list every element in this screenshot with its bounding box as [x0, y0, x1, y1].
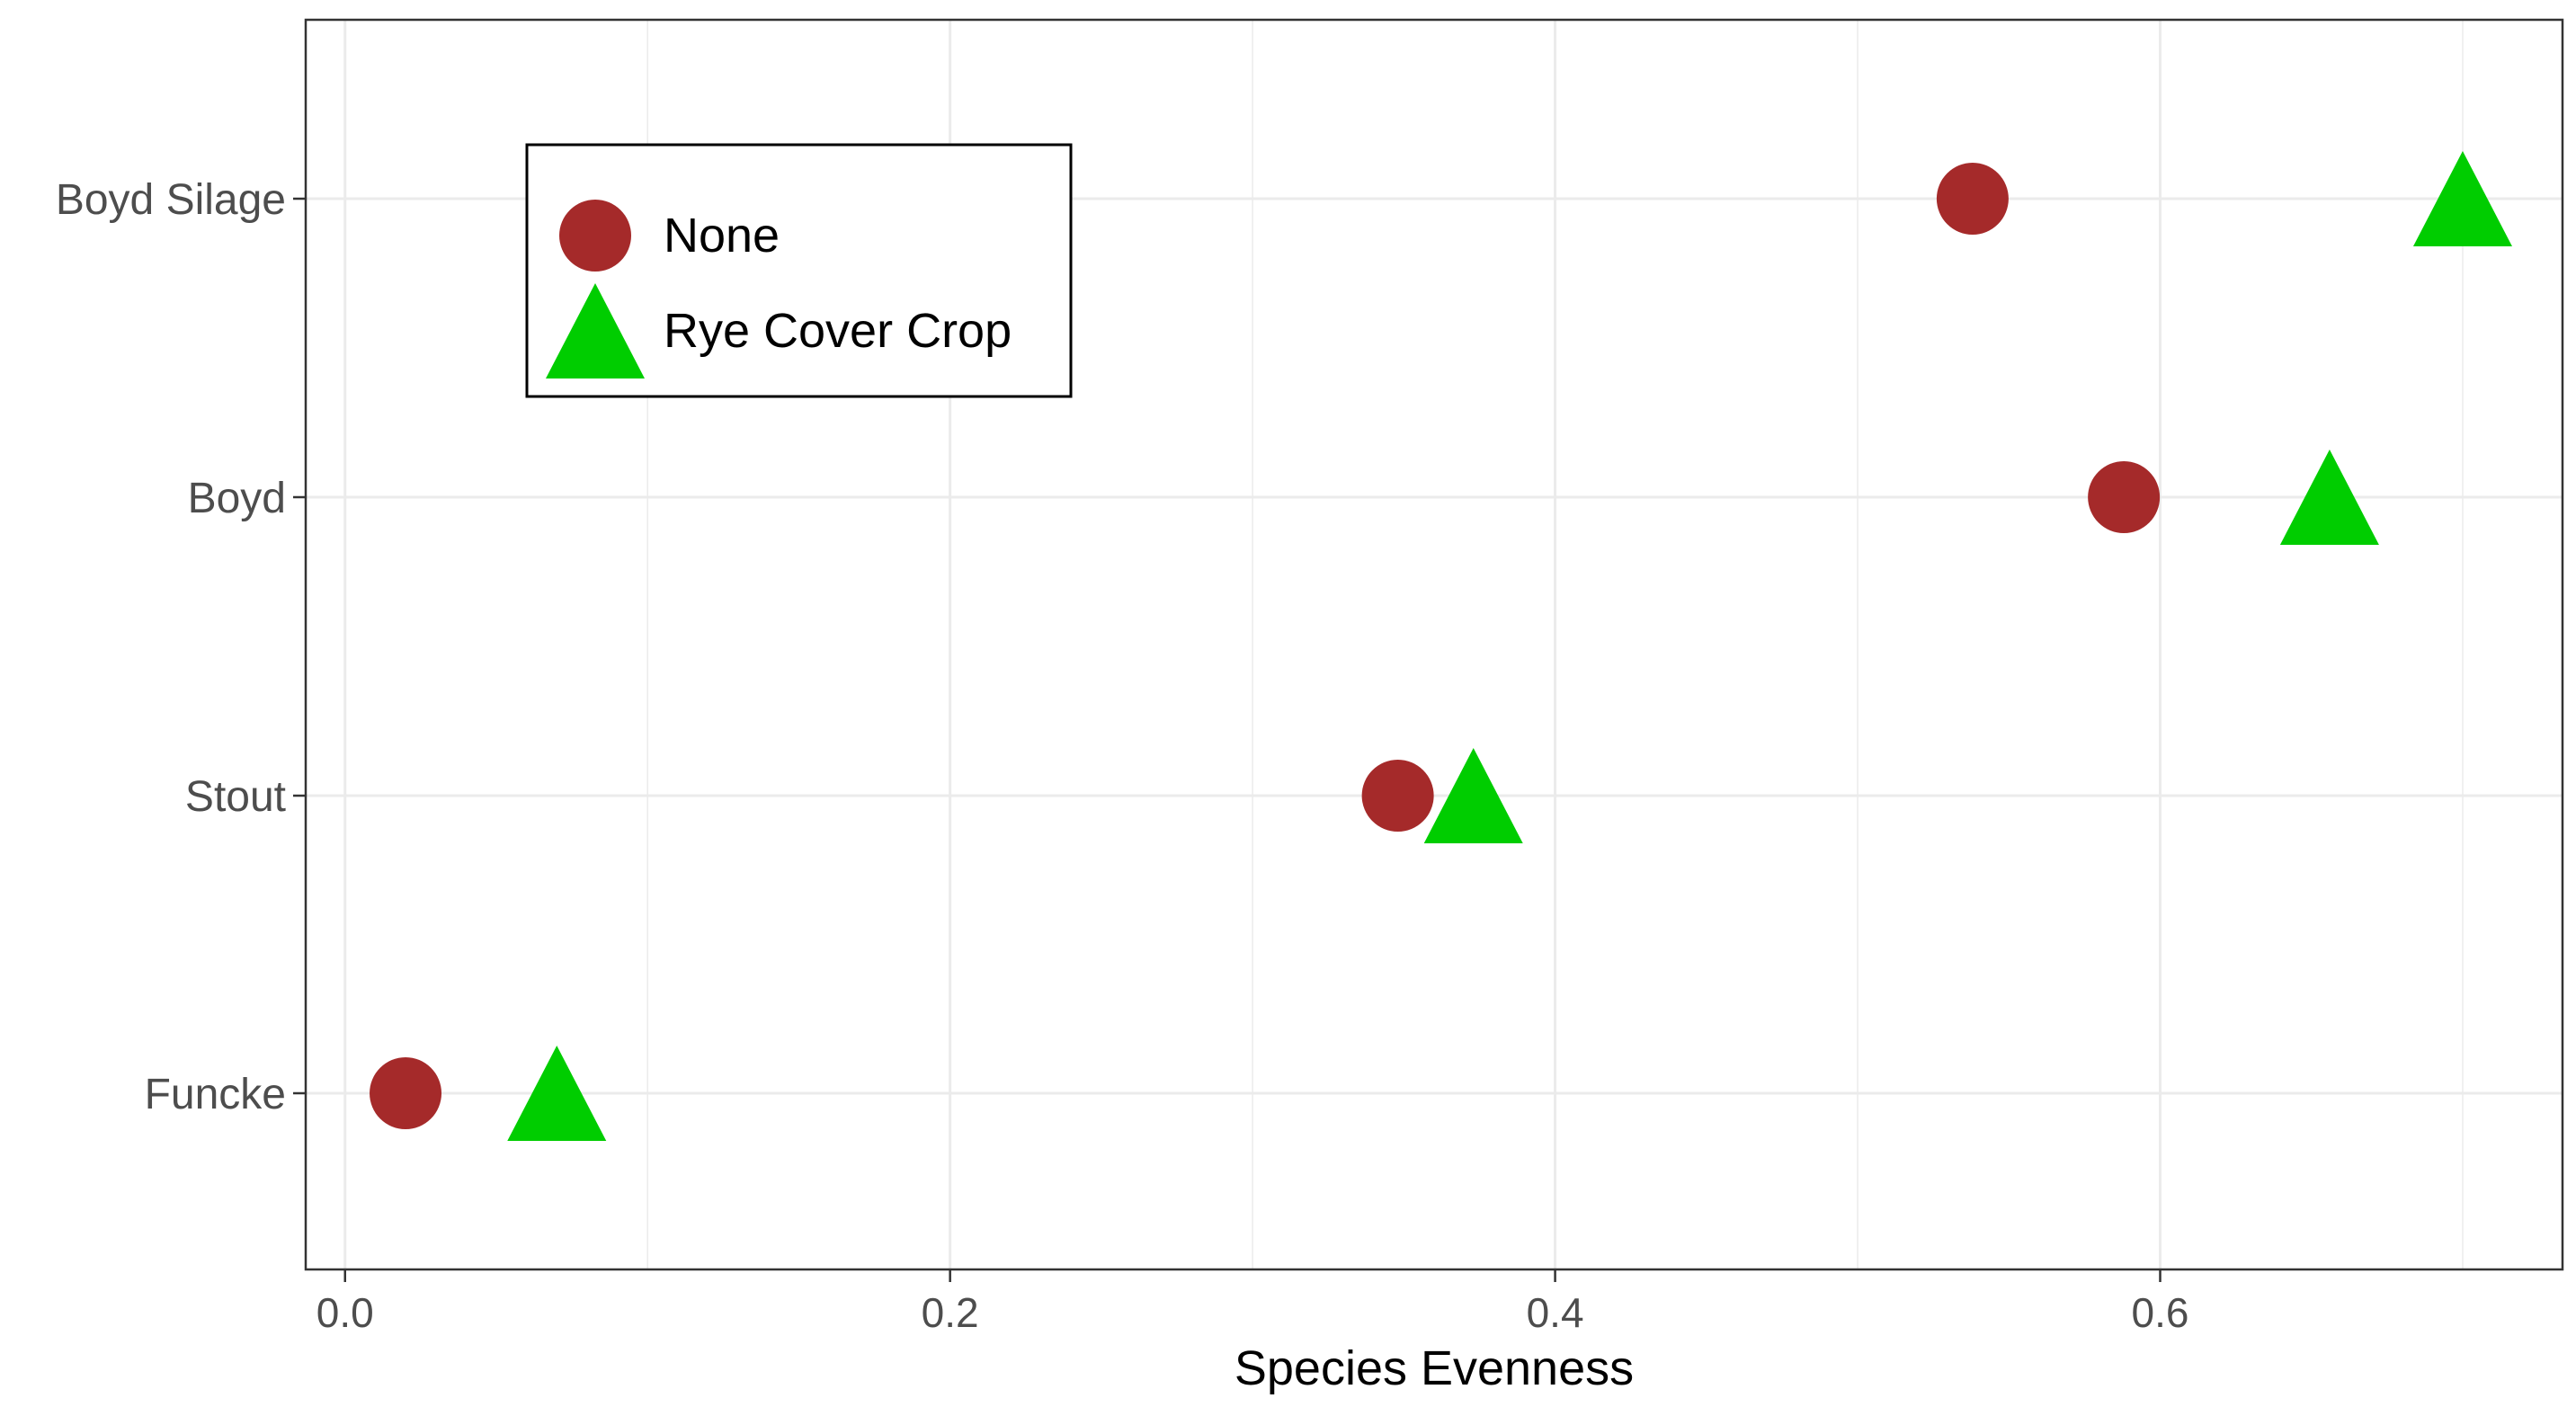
- legend-key-triangle: [546, 283, 645, 378]
- point-triangle: [2412, 151, 2512, 246]
- point-triangle: [507, 1046, 607, 1141]
- y-tick-label: Stout: [185, 773, 286, 821]
- legend-label: Rye Cover Crop: [664, 304, 1012, 358]
- data-points: [370, 151, 2512, 1141]
- x-tick-label: 0.6: [2132, 1289, 2189, 1336]
- point-circle: [1361, 760, 1434, 832]
- x-axis-title: Species Evenness: [1235, 1341, 1634, 1395]
- point-triangle: [1423, 748, 1523, 843]
- point-triangle: [2279, 450, 2379, 545]
- x-tick-label: 0.0: [316, 1289, 374, 1336]
- legend-key-circle: [559, 200, 631, 272]
- y-tick-label: Boyd Silage: [56, 176, 286, 224]
- legend: None Rye Cover Crop: [525, 143, 1073, 398]
- point-circle: [370, 1057, 442, 1129]
- plot-panel: [304, 18, 2564, 1271]
- x-tick-label: 0.2: [922, 1289, 979, 1336]
- axes: 0.0 0.2 0.4 0.6 Funcke Stout Boyd Boyd Silage: [56, 176, 2189, 1336]
- point-circle: [2088, 461, 2161, 533]
- point-circle: [1936, 163, 2009, 235]
- legend-items: None Rye Cover Crop: [546, 200, 1012, 378]
- legend-label: None: [664, 209, 780, 263]
- y-tick-label: Funcke: [145, 1071, 286, 1118]
- y-tick-label: Boyd: [188, 475, 286, 522]
- x-tick-label: 0.4: [1527, 1289, 1584, 1336]
